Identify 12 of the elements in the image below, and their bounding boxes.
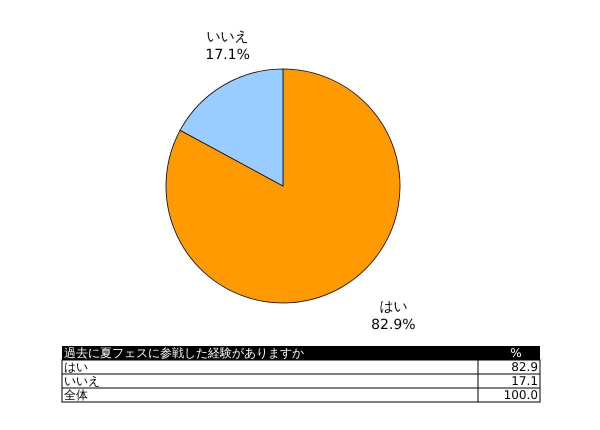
category-label: はい <box>64 360 88 374</box>
category-label: いいえ <box>64 374 100 388</box>
text: % <box>510 346 522 360</box>
text: 17.1 <box>511 374 538 388</box>
text: 全体 <box>64 388 88 402</box>
data-label: 17.1% <box>205 47 250 64</box>
text: 100.0 <box>504 388 538 402</box>
slice-label: いいえ <box>206 29 249 46</box>
slice-label: はい <box>379 298 408 315</box>
data-label: 82.9% <box>371 316 416 333</box>
text: 82.9 <box>511 360 538 374</box>
text: 過去に夏フェスに参戦した経験がありますか <box>64 346 304 360</box>
